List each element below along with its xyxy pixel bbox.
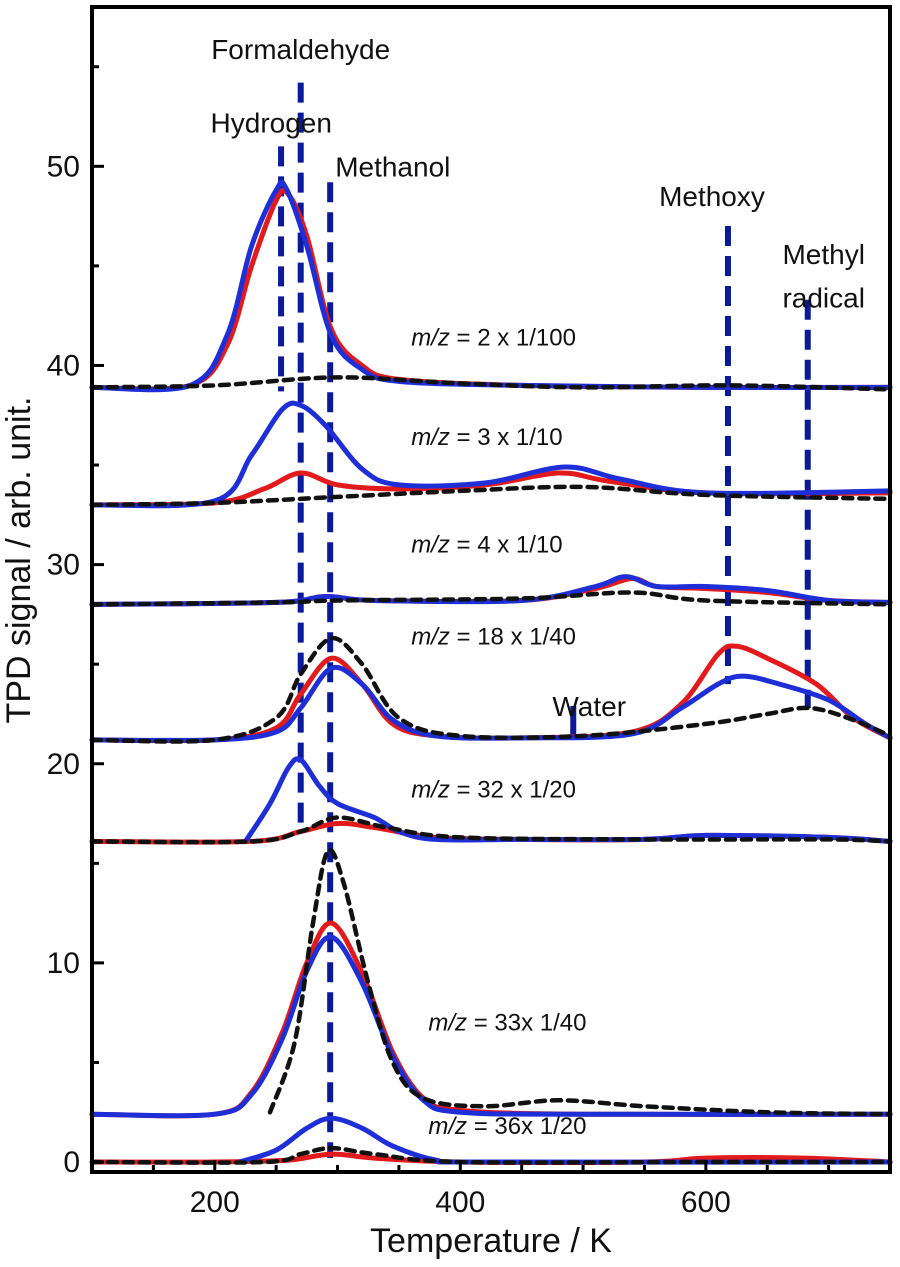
series-line-black [89, 590, 893, 607]
mass-label-value: = 3 x 1/10 [450, 424, 563, 451]
species-label: Hydrogen [211, 107, 332, 138]
mass-label-value: = 18 x 1/40 [450, 623, 576, 650]
x-tick-label: 600 [681, 1186, 731, 1219]
series-line-blue [89, 934, 893, 1119]
x-tick-label: 400 [435, 1186, 485, 1219]
plot-area [89, 82, 893, 1166]
x-tick-label: 200 [190, 1186, 240, 1219]
y-tick-label: 50 [47, 150, 80, 183]
mass-label-prefix: m/z [411, 623, 450, 650]
mass-label-value: = 2 x 1/100 [450, 325, 576, 352]
mass-label-value: = 4 x 1/10 [450, 532, 563, 559]
y-tick-label: 10 [47, 947, 80, 980]
axis-ticks: 200 400 600 0 10 20 30 40 50 [47, 65, 892, 1219]
mass-label: m/z = 33x 1/40 [428, 1010, 586, 1037]
series-line-black [89, 484, 893, 508]
series-line-red [89, 187, 893, 392]
mass-label: m/z = 32 x 1/20 [411, 777, 576, 804]
mass-label: m/z = 36x 1/20 [428, 1113, 586, 1140]
y-tick-label: 40 [47, 349, 80, 382]
mass-label-prefix: m/z [428, 1113, 467, 1140]
species-label: Methoxy [659, 181, 765, 212]
y-tick-label: 20 [47, 748, 80, 781]
y-axis-label: TPD signal / arb. unit. [0, 397, 38, 724]
plot-frame [90, 5, 892, 1174]
series-line-black [89, 815, 893, 845]
species-label: Formaldehyde [211, 34, 390, 65]
mass-label: m/z = 2 x 1/100 [411, 325, 576, 352]
mass-label-value: = 36x 1/20 [467, 1113, 586, 1140]
series-line-black [89, 636, 893, 744]
series-line-blue [89, 179, 893, 393]
mass-label-prefix: m/z [411, 777, 450, 804]
mass-label: m/z = 3 x 1/10 [411, 424, 562, 451]
series-line-red [89, 643, 893, 744]
series-line-black [89, 375, 893, 392]
mass-label-prefix: m/z [428, 1010, 467, 1037]
species-label: radical [782, 283, 864, 314]
mass-label-value: = 33x 1/40 [467, 1010, 586, 1037]
mass-label: m/z = 4 x 1/10 [411, 532, 562, 559]
species-label: Water [552, 691, 626, 722]
series-line-blue [89, 664, 893, 743]
mass-label-prefix: m/z [411, 532, 450, 559]
species-label: Methanol [335, 151, 450, 182]
mass-label-prefix: m/z [411, 424, 450, 451]
mass-label-prefix: m/z [411, 325, 450, 352]
mass-label: m/z = 18 x 1/40 [411, 623, 576, 650]
species-label: Methyl [782, 239, 864, 270]
mass-label-value: = 32 x 1/20 [450, 777, 576, 804]
series-line-black [267, 847, 893, 1117]
x-axis-label: Temperature / K [370, 1222, 612, 1260]
y-tick-label: 0 [63, 1146, 80, 1179]
y-tick-label: 30 [47, 549, 80, 582]
series-line-blue [89, 400, 893, 509]
